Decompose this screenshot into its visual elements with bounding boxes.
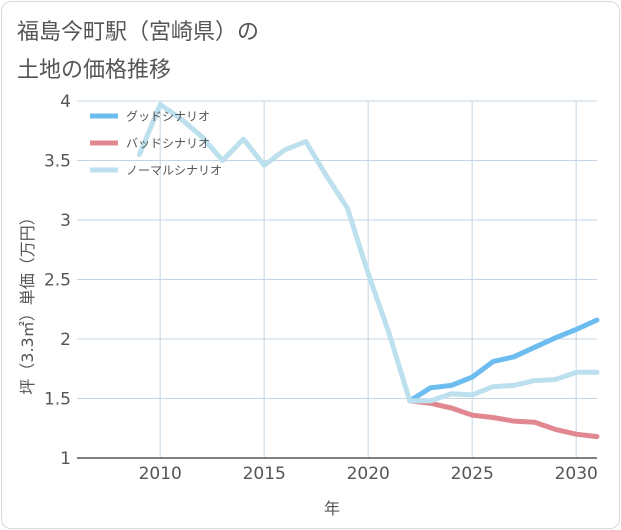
series-line-good — [407, 317, 600, 404]
x-tick-label: 2010 — [139, 464, 182, 484]
y-tick-label: 4 — [60, 92, 71, 112]
legend-label-bad: バッドシナリオ — [126, 137, 210, 151]
x-tick-label: 2020 — [347, 464, 390, 484]
grid-lines — [77, 100, 597, 459]
y-tick-label: 1.5 — [44, 390, 71, 410]
series-lines — [136, 102, 600, 440]
chart-title: 福島今町駅（宮崎県）の 土地の価格推移 — [17, 14, 259, 90]
series-line-bad — [407, 398, 600, 440]
y-tick-label: 3.5 — [44, 152, 71, 172]
series-line-normal — [136, 102, 600, 404]
chart-title-line-1: 福島今町駅（宮崎県）の — [17, 20, 260, 45]
y-tick-label: 2 — [60, 330, 71, 350]
x-axis-label: 年 — [324, 499, 340, 518]
y-tick-label: 2.5 — [44, 271, 71, 291]
x-tick-label: 2030 — [555, 464, 598, 484]
tick-labels: 2010 2015 2020 2025 2030 1 1.5 2 2.5 3 3.5 4 — [44, 92, 598, 484]
x-tick-label: 2025 — [451, 464, 494, 484]
y-axis-label: 坪（3.3㎡）単価（万円） — [18, 209, 37, 394]
y-tick-label: 1 — [60, 449, 71, 469]
x-tick-label: 2015 — [243, 464, 286, 484]
chart-title-line-2: 土地の価格推移 — [17, 58, 172, 83]
y-tick-label: 3 — [60, 211, 71, 231]
legend-label-normal: ノーマルシナリオ — [126, 164, 222, 178]
legend-label-good: グッドシナリオ — [126, 110, 210, 124]
